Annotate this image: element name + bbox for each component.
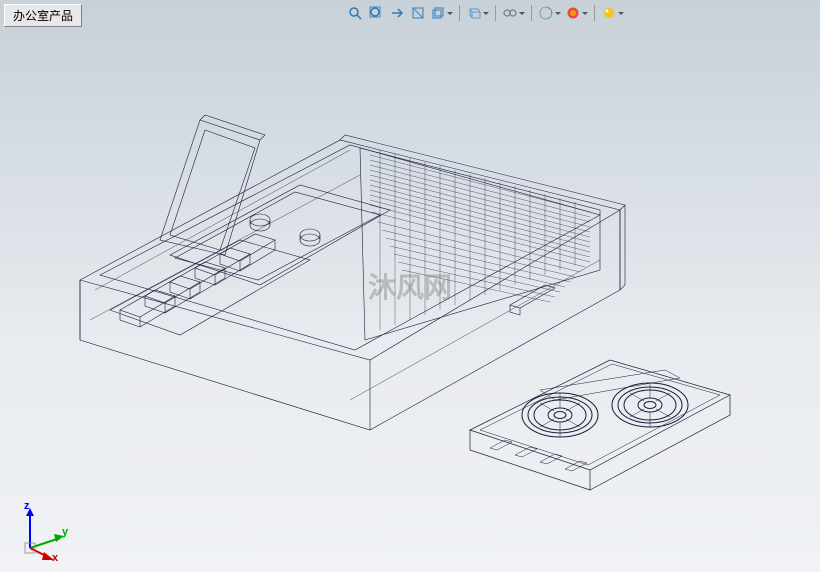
cassette-tape-wireframe — [470, 360, 730, 490]
cad-viewport[interactable]: 办公室产品 — [0, 0, 820, 572]
axis-y-label: y — [62, 526, 68, 538]
axis-z-label: z — [24, 500, 30, 512]
cassette-recorder-wireframe — [80, 115, 625, 430]
axis-x-label: x — [52, 552, 58, 564]
orientation-triad[interactable]: z y x — [12, 500, 72, 560]
model-canvas[interactable] — [0, 0, 820, 572]
